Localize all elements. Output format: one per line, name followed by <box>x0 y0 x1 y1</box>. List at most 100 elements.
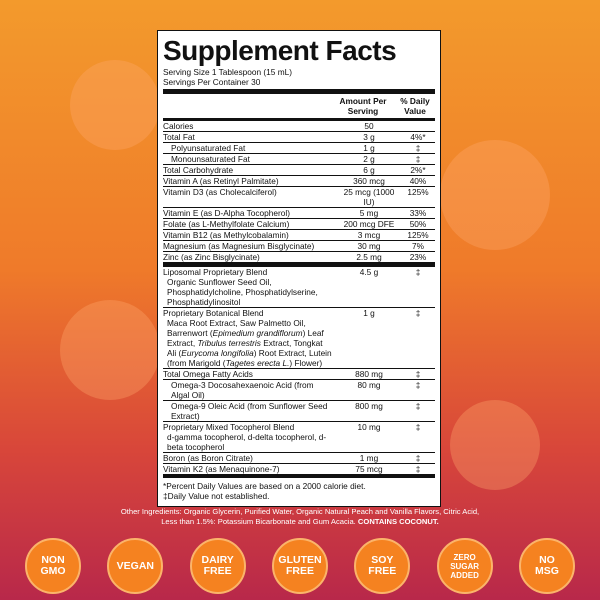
ingredients-text: Other Ingredients: Organic Glycerin, Pur… <box>120 507 480 526</box>
amount: 360 mcg <box>353 176 385 186</box>
spacer <box>163 96 331 116</box>
amount: 75 mcg <box>355 464 383 474</box>
daily-value: ‡ <box>415 143 421 153</box>
amount: 50 <box>364 121 374 131</box>
amount: 2.5 mg <box>356 252 382 262</box>
daily-value: 4%* <box>410 132 426 142</box>
amount: 6 g <box>363 165 375 175</box>
decoration <box>70 60 160 150</box>
nutrient-name: Vitamin E (as D-Alpha Tocopherol) <box>163 208 337 218</box>
decoration <box>440 140 550 250</box>
detail-text: ) Flower) <box>289 358 323 368</box>
facts-row: Magnesium (as Magnesium Bisglycinate) 30 … <box>163 240 435 251</box>
daily-value: 125% <box>407 187 429 197</box>
detail-text: Extract, Tongkat Ali ( <box>167 338 323 358</box>
nutrient-name: Monounsaturated Fat <box>163 154 337 164</box>
nutrient-name: Total Carbohydrate <box>163 165 337 175</box>
facts-row: Vitamin K2 (as Menaquinone-7) 75 mcg ‡ <box>163 463 435 474</box>
amount: 5 mg <box>359 208 379 218</box>
nutrient-name: Vitamin B12 (as Methylcobalamin) <box>163 230 337 240</box>
nutrient-label: Omega-9 Oleic Acid (from Sunflower Seed … <box>171 401 328 421</box>
amount: 200 mcg DFE <box>343 219 395 229</box>
facts-row: Vitamin E (as D-Alpha Tocopherol) 5 mg 33% <box>163 207 435 218</box>
facts-row: Proprietary Mixed Tocopherol Blend d-gamm… <box>163 421 435 452</box>
amount: 880 mg <box>355 369 383 379</box>
badge: GLUTEN FREE <box>271 538 328 594</box>
column-header: Amount Per Serving % Daily Value <box>163 94 435 118</box>
nutrient-name: Folate (as L-Methylfolate Calcium) <box>163 219 337 229</box>
detail-text: ) Root Extract, Lutein (from Marigold ( <box>167 348 332 368</box>
divider <box>163 474 435 478</box>
nutrient-name: Proprietary Botanical Blend Maca Root Ext… <box>163 308 337 368</box>
facts-row: Total Fat 3 g 4%* <box>163 131 435 142</box>
nutrient-label: Proprietary Botanical Blend <box>163 308 264 318</box>
nutrient-name: Magnesium (as Magnesium Bisglycinate) <box>163 241 337 251</box>
daily-value: ‡ <box>415 422 421 432</box>
facts-row: Liposomal Proprietary Blend Organic Sunfl… <box>163 267 435 307</box>
nutrient-label: Zinc (as Zinc Bisglycinate) <box>163 252 260 262</box>
amount: 800 mg <box>355 401 383 411</box>
detail-text: Tagetes erecta L. <box>225 358 290 368</box>
daily-value: 2%* <box>410 165 426 175</box>
amount: 1 g <box>363 143 375 153</box>
amount: 30 mg <box>357 241 381 251</box>
badge: ZERO SUGAR ADDED <box>436 538 493 594</box>
badge: VEGAN <box>107 538 164 594</box>
detail-text: Eurycoma longifolia <box>181 348 254 358</box>
servings: Servings Per Container 30 <box>163 77 261 87</box>
badges: NON GMO VEGAN DAIRY FREE GLUTEN FREE SOY FRE… <box>25 538 575 594</box>
daily-value: ‡ <box>415 369 421 379</box>
footnote: ‡Daily Value not established. <box>163 491 270 501</box>
badge: NON GMO <box>25 538 81 594</box>
daily-value: 23% <box>409 252 427 262</box>
facts-row: Monounsaturated Fat 2 g ‡ <box>163 153 435 164</box>
facts-row: Calories 50 <box>163 121 435 131</box>
facts-row: Vitamin B12 (as Methylcobalamin) 3 mcg 125… <box>163 229 435 240</box>
allergen: CONTAINS COCONUT. <box>357 517 439 526</box>
nutrient-label: Vitamin K2 (as Menaquinone-7) <box>163 464 280 474</box>
badge: SOY FREE <box>354 538 411 594</box>
facts-row: Vitamin A (as Retinyl Palmitate) 360 mcg 4… <box>163 175 435 186</box>
daily-value <box>401 121 435 131</box>
amount-header: Amount Per Serving <box>339 96 387 116</box>
daily-value: ‡ <box>415 464 421 474</box>
daily-value: ‡ <box>415 380 421 390</box>
nutrient-name: Vitamin D3 (as Cholecalciferol) <box>163 187 337 207</box>
divider <box>163 118 435 121</box>
section: Calories 50 Total Fat 3 g 4%* Polyunsaturated… <box>163 121 435 262</box>
nutrient-label: Omega-3 Docosahexaenoic Acid (from Algal… <box>171 380 314 400</box>
detail-text: d-gamma tocopherol, d-delta tocopherol, … <box>167 432 327 452</box>
supplement-facts-panel: Supplement Facts Serving Size 1 Tablespo… <box>157 30 441 507</box>
divider <box>163 262 435 267</box>
sections: Calories 50 Total Fat 3 g 4%* Polyunsaturated… <box>163 118 435 474</box>
badge: NO MSG <box>518 538 575 594</box>
facts-row: Polyunsaturated Fat 1 g ‡ <box>163 142 435 153</box>
nutrient-name: Boron (as Boron Citrate) <box>163 453 337 463</box>
nutrient-label: Vitamin A (as Retinyl Palmitate) <box>163 176 279 186</box>
nutrient-name: Total Omega Fatty Acids <box>163 369 337 379</box>
nutrient-name: Proprietary Mixed Tocopherol Blend d-gamm… <box>163 422 337 452</box>
nutrient-name: Zinc (as Zinc Bisglycinate) <box>163 252 337 262</box>
nutrient-label: Monounsaturated Fat <box>171 154 250 164</box>
facts-row: Omega-9 Oleic Acid (from Sunflower Seed … <box>163 400 435 421</box>
amount: 80 mg <box>357 380 381 390</box>
amount: 1 mg <box>359 453 379 463</box>
nutrient-label: Vitamin E (as D-Alpha Tocopherol) <box>163 208 290 218</box>
nutrient-detail: Organic Sunflower Seed Oil, Phosphatidyl… <box>163 277 333 307</box>
nutrient-name: Omega-9 Oleic Acid (from Sunflower Seed … <box>163 401 337 421</box>
daily-value: ‡ <box>415 308 421 318</box>
daily-value: 7% <box>412 241 424 251</box>
decoration <box>450 400 540 490</box>
footnote: *Percent Daily Values are based on a 200… <box>163 481 366 491</box>
facts-row: Proprietary Botanical Blend Maca Root Ext… <box>163 307 435 368</box>
decoration <box>60 300 160 400</box>
nutrient-name: Vitamin A (as Retinyl Palmitate) <box>163 176 337 186</box>
amount: 3 g <box>363 132 375 142</box>
daily-value: ‡ <box>415 267 421 277</box>
detail-text: ) Leaf Extract, <box>167 328 324 348</box>
facts-row: Vitamin D3 (as Cholecalciferol) 25 mcg (1… <box>163 186 435 207</box>
daily-value: ‡ <box>415 154 421 164</box>
footnotes: *Percent Daily Values are based on a 200… <box>163 478 435 501</box>
serving-size: Serving Size 1 Tablespoon (15 mL) <box>163 67 292 77</box>
facts-row: Total Carbohydrate 6 g 2%* <box>163 164 435 175</box>
